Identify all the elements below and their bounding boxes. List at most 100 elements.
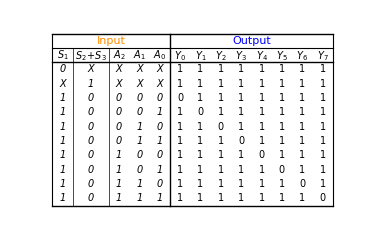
Text: 0: 0	[88, 193, 94, 203]
Text: 0: 0	[136, 150, 142, 161]
Text: 1: 1	[157, 193, 163, 203]
Text: 0: 0	[88, 93, 94, 103]
Text: 1: 1	[258, 107, 264, 118]
Text: 1: 1	[279, 107, 285, 118]
Text: 1: 1	[258, 93, 264, 103]
Text: 1: 1	[299, 93, 305, 103]
Text: 1: 1	[299, 150, 305, 161]
Text: 1: 1	[299, 79, 305, 89]
Text: 0: 0	[299, 179, 305, 189]
Text: 1: 1	[218, 107, 224, 118]
Text: 1: 1	[299, 64, 305, 74]
Text: 1: 1	[238, 107, 244, 118]
Text: 1: 1	[238, 64, 244, 74]
Text: 1: 1	[258, 165, 264, 175]
Text: 1: 1	[279, 64, 285, 74]
Text: 1: 1	[177, 179, 183, 189]
Text: 1: 1	[197, 122, 204, 132]
Text: 1: 1	[320, 122, 326, 132]
Text: 1: 1	[299, 136, 305, 146]
Text: X: X	[136, 79, 142, 89]
Text: 1: 1	[299, 107, 305, 118]
Text: 1: 1	[197, 193, 204, 203]
Text: 1: 1	[320, 64, 326, 74]
Text: 1: 1	[157, 107, 163, 118]
Text: 0: 0	[88, 179, 94, 189]
Text: 1: 1	[320, 79, 326, 89]
Text: $A_1$: $A_1$	[133, 48, 146, 62]
Text: X: X	[116, 79, 122, 89]
Text: 1: 1	[177, 193, 183, 203]
Text: 1: 1	[238, 93, 244, 103]
Text: 1: 1	[197, 93, 204, 103]
Text: 1: 1	[320, 107, 326, 118]
Text: $\bar{Y}_4$: $\bar{Y}_4$	[256, 47, 267, 63]
Text: 1: 1	[177, 107, 183, 118]
Text: 1: 1	[279, 93, 285, 103]
Text: 1: 1	[320, 165, 326, 175]
Text: 1: 1	[279, 79, 285, 89]
Text: 1: 1	[258, 193, 264, 203]
Text: 1: 1	[320, 179, 326, 189]
Text: 1: 1	[258, 122, 264, 132]
Text: X: X	[156, 79, 163, 89]
Text: 1: 1	[218, 136, 224, 146]
Text: 1: 1	[59, 136, 66, 146]
Text: 1: 1	[299, 122, 305, 132]
Text: 1: 1	[177, 122, 183, 132]
Text: 0: 0	[136, 107, 142, 118]
Text: Output: Output	[232, 36, 271, 46]
Text: 1: 1	[218, 93, 224, 103]
Text: 0: 0	[218, 122, 224, 132]
Text: 1: 1	[59, 93, 66, 103]
Text: 1: 1	[157, 165, 163, 175]
Text: 1: 1	[238, 165, 244, 175]
Text: 1: 1	[157, 136, 163, 146]
Text: 1: 1	[218, 193, 224, 203]
Text: 1: 1	[59, 179, 66, 189]
Text: 0: 0	[157, 150, 163, 161]
Text: 0: 0	[116, 136, 122, 146]
Text: $\bar{Y}_1$: $\bar{Y}_1$	[195, 47, 206, 63]
Text: $\bar{Y}_0$: $\bar{Y}_0$	[174, 47, 186, 63]
Text: 1: 1	[197, 136, 204, 146]
Text: 0: 0	[88, 165, 94, 175]
Text: $\bar{S}_2\!+\!\bar{S}_3$: $\bar{S}_2\!+\!\bar{S}_3$	[75, 47, 107, 63]
Text: 1: 1	[177, 136, 183, 146]
Text: 1: 1	[320, 93, 326, 103]
Text: 0: 0	[197, 107, 204, 118]
Text: 0: 0	[157, 179, 163, 189]
Text: 0: 0	[320, 193, 326, 203]
Text: 1: 1	[279, 179, 285, 189]
Text: 1: 1	[177, 150, 183, 161]
Text: X: X	[59, 79, 66, 89]
Text: 1: 1	[197, 165, 204, 175]
Text: 1: 1	[218, 179, 224, 189]
Text: 1: 1	[238, 150, 244, 161]
Text: 1: 1	[59, 150, 66, 161]
Text: 1: 1	[218, 64, 224, 74]
Text: 1: 1	[59, 165, 66, 175]
Text: 0: 0	[88, 107, 94, 118]
Text: 0: 0	[157, 93, 163, 103]
Text: 1: 1	[218, 150, 224, 161]
Text: X: X	[116, 64, 122, 74]
Text: 1: 1	[197, 150, 204, 161]
Text: 0: 0	[116, 107, 122, 118]
Text: 0: 0	[116, 93, 122, 103]
Text: 1: 1	[116, 165, 122, 175]
Text: 0: 0	[88, 122, 94, 132]
Text: 1: 1	[238, 122, 244, 132]
Text: 1: 1	[320, 150, 326, 161]
Text: 1: 1	[279, 122, 285, 132]
Text: 1: 1	[116, 150, 122, 161]
Text: 1: 1	[299, 193, 305, 203]
Text: 1: 1	[136, 122, 142, 132]
Text: 1: 1	[238, 179, 244, 189]
Text: $S_1$: $S_1$	[57, 48, 69, 62]
Text: 1: 1	[279, 136, 285, 146]
Text: 1: 1	[320, 136, 326, 146]
Text: 1: 1	[238, 193, 244, 203]
Text: 0: 0	[88, 150, 94, 161]
Text: 1: 1	[279, 193, 285, 203]
